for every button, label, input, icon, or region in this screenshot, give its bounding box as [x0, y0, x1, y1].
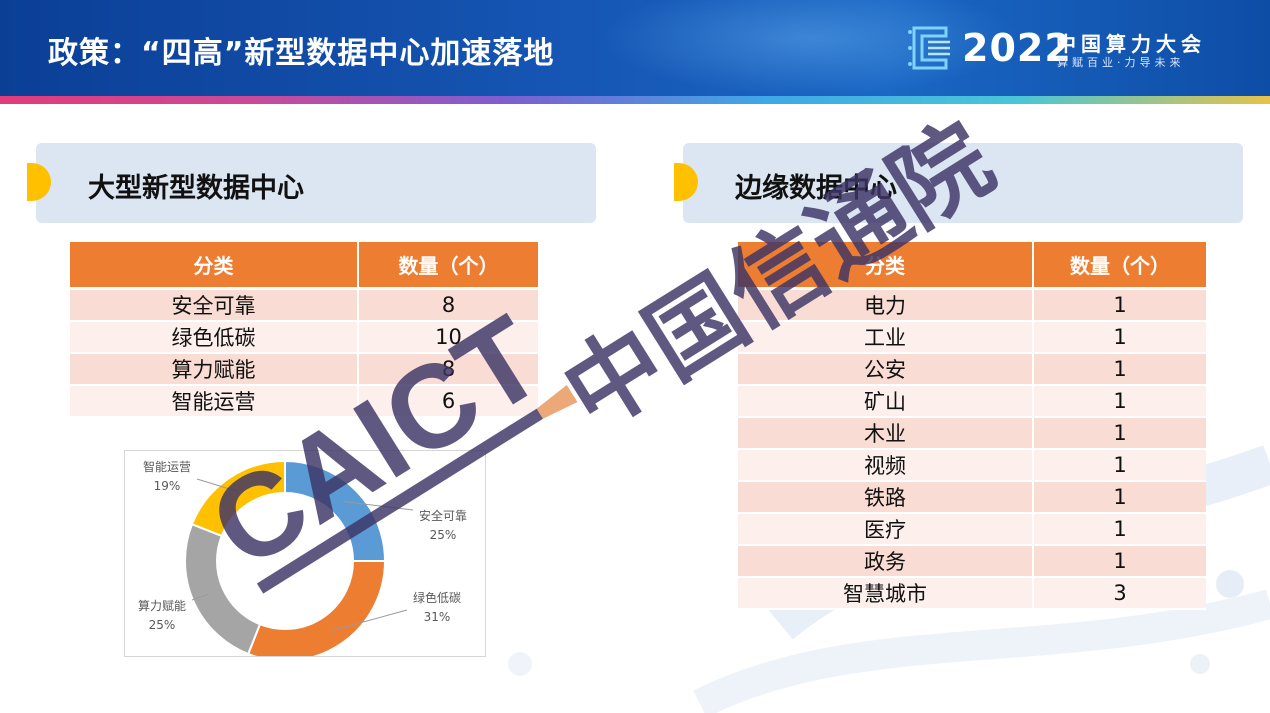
- donut-category-label: 算力赋能: [138, 598, 186, 613]
- table-header-row: 分类 数量（个）: [70, 242, 538, 290]
- left-section-header: [36, 143, 596, 223]
- donut-percent-label: 19%: [154, 479, 181, 493]
- donut-chart: 安全可靠 25% 绿色低碳 31% 算力赋能 25% 智能运营 19%: [124, 450, 486, 657]
- table-row: 政务 1: [738, 545, 1206, 578]
- table-row: 铁路 1: [738, 481, 1206, 514]
- table-cell-category: 智慧城市: [738, 577, 1034, 610]
- donut-percent-label: 31%: [424, 610, 451, 624]
- table-cell-count: 8: [358, 288, 538, 322]
- table-row: 电力 1: [738, 288, 1206, 322]
- donut-slice-4: [190, 459, 286, 538]
- donut-leader-line: [196, 478, 238, 493]
- table-cell-category: 视频: [738, 449, 1034, 482]
- header-color-stripe: [0, 96, 1270, 104]
- donut-slice-3: [184, 522, 262, 656]
- table-cell-category: 木业: [738, 417, 1034, 450]
- table-cell-category: 铁路: [738, 481, 1034, 514]
- table-row: 算力赋能 8: [70, 353, 538, 386]
- logo-year: 2022: [962, 26, 1072, 70]
- donut-leader-line: [191, 593, 209, 601]
- table-row: 安全可靠 8: [70, 288, 538, 322]
- header-banner: 政策：“四高”新型数据中心加速落地 2022 中国算力大会 算赋百业·力导未来: [0, 0, 1270, 96]
- large-datacenter-table: 分类 数量（个） 安全可靠 8 绿色低碳 10 算力赋能 8 智能运营 6: [70, 242, 538, 418]
- table-cell-count: 1: [1033, 385, 1206, 418]
- column-header-count: 数量（个）: [358, 242, 538, 290]
- table-cell-category: 安全可靠: [70, 288, 359, 322]
- table-cell-count: 1: [1033, 321, 1206, 354]
- column-header-count: 数量（个）: [1033, 242, 1206, 290]
- table-cell-count: 3: [1033, 577, 1206, 610]
- donut-category-label: 安全可靠: [419, 508, 467, 523]
- table-cell-category: 工业: [738, 321, 1034, 354]
- table-row: 智能运营 6: [70, 385, 538, 418]
- table-cell-category: 公安: [738, 353, 1034, 386]
- right-section-title: 边缘数据中心: [735, 173, 897, 204]
- donut-leader-line: [332, 609, 408, 631]
- table-cell-count: 1: [1033, 481, 1206, 514]
- logo-name: 中国算力大会: [1056, 32, 1206, 56]
- table-row: 绿色低碳 10: [70, 321, 538, 354]
- table-cell-category: 电力: [738, 288, 1034, 322]
- table-cell-category: 算力赋能: [70, 353, 359, 386]
- table-row: 工业 1: [738, 321, 1206, 354]
- table-cell-count: 8: [358, 353, 538, 386]
- table-cell-count: 1: [1033, 417, 1206, 450]
- table-row: 公安 1: [738, 353, 1206, 386]
- table-cell-count: 1: [1033, 449, 1206, 482]
- donut-percent-label: 25%: [149, 618, 176, 632]
- right-section-header: [683, 143, 1243, 223]
- donut-category-label: 绿色低碳: [413, 590, 461, 605]
- table-cell-count: 10: [358, 321, 538, 354]
- table-cell-category: 政务: [738, 545, 1034, 578]
- table-row: 视频 1: [738, 449, 1206, 482]
- conference-logo: 2022 中国算力大会 算赋百业·力导未来: [906, 22, 1246, 74]
- column-header-category: 分类: [738, 242, 1034, 290]
- table-row: 智慧城市 3: [738, 577, 1206, 610]
- table-row: 矿山 1: [738, 385, 1206, 418]
- table-row: 木业 1: [738, 417, 1206, 450]
- table-cell-category: 智能运营: [70, 385, 359, 418]
- table-cell-category: 医疗: [738, 513, 1034, 546]
- table-cell-category: 绿色低碳: [70, 321, 359, 354]
- donut-percent-label: 25%: [430, 528, 457, 542]
- chip-logo-icon: [908, 26, 950, 70]
- table-row: 医疗 1: [738, 513, 1206, 546]
- table-cell-category: 矿山: [738, 385, 1034, 418]
- table-cell-count: 1: [1033, 513, 1206, 546]
- donut-slice-1: [284, 459, 387, 562]
- edge-datacenter-table: 分类 数量（个） 电力 1 工业 1 公安 1 矿山 1 木业 1 视频 1 铁路 1 医疗 1…: [738, 242, 1206, 610]
- table-cell-count: 1: [1033, 545, 1206, 578]
- page-title: 政策：“四高”新型数据中心加速落地: [48, 36, 555, 71]
- donut-slice-2: [246, 560, 387, 656]
- table-cell-count: 1: [1033, 353, 1206, 386]
- table-cell-count: 1: [1033, 288, 1206, 322]
- table-header-row: 分类 数量（个）: [738, 242, 1206, 290]
- column-header-category: 分类: [70, 242, 359, 290]
- donut-chart-svg: 安全可靠 25% 绿色低碳 31% 算力赋能 25% 智能运营 19%: [138, 459, 467, 656]
- table-cell-count: 6: [358, 385, 538, 418]
- left-section-title: 大型新型数据中心: [88, 173, 304, 204]
- donut-category-label: 智能运营: [143, 459, 191, 474]
- logo-slogan: 算赋百业·力导未来: [1057, 56, 1185, 69]
